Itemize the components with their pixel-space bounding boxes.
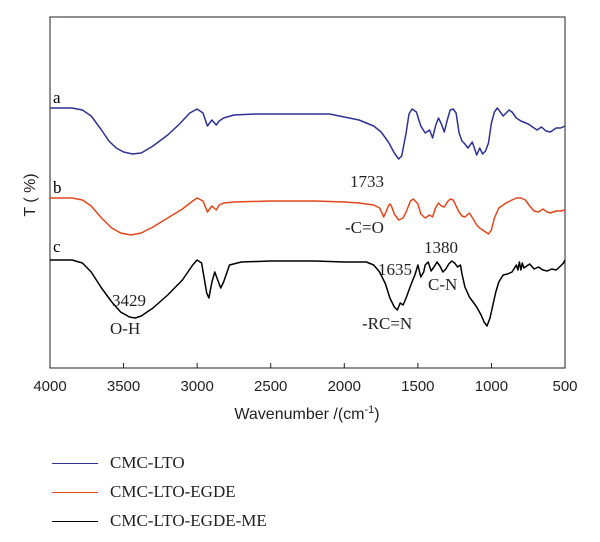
legend-item-cmc-lto: CMC-LTO: [52, 450, 267, 476]
annotation-1380: 1380: [424, 238, 458, 257]
x-tick-label-500: 500: [552, 378, 577, 395]
x-axis-title: Wavenumber /(cm-1): [234, 404, 379, 423]
annotation-c-o: -C=O: [345, 218, 384, 237]
legend-swatch-cmc-lto-egde-me: [52, 520, 98, 522]
annotation-3429: 3429: [112, 291, 146, 310]
curve-label-c: c: [53, 237, 61, 256]
legend: CMC-LTO CMC-LTO-EGDE CMC-LTO-EGDE-ME: [52, 450, 267, 537]
annotation-o-h: O-H: [110, 319, 140, 338]
curve-label-b: b: [53, 178, 62, 197]
x-tick-label-3500: 3500: [107, 378, 140, 395]
x-axis-title-close: ): [374, 406, 379, 423]
x-tick-label-1000: 1000: [475, 378, 508, 395]
series-line-cmc-lto-egde-me: [50, 259, 566, 327]
x-tick-label-1500: 1500: [401, 378, 434, 395]
series-layer: [50, 107, 566, 327]
x-tick-label-4000: 4000: [33, 378, 66, 395]
legend-swatch-cmc-lto-egde: [52, 491, 98, 493]
y-axis-title: T ( %): [22, 173, 39, 216]
x-tick-label-2500: 2500: [254, 378, 287, 395]
legend-item-cmc-lto-egde: CMC-LTO-EGDE: [52, 479, 267, 505]
curve-label-a: a: [53, 88, 61, 107]
x-axis-ticks: 4000 3500 3000 2500 2000 1500 1000 500: [33, 363, 578, 395]
x-axis-title-superscript: -1: [365, 404, 375, 416]
legend-swatch-cmc-lto: [52, 462, 98, 464]
annotation-rc-n: -RC=N: [362, 314, 412, 333]
legend-label-cmc-lto: CMC-LTO: [110, 453, 185, 472]
annotation-c-n: C-N: [428, 275, 457, 294]
x-axis-title-main: Wavenumber /(cm: [234, 406, 364, 423]
plot-frame: [49, 16, 566, 369]
x-tick-label-2000: 2000: [328, 378, 361, 395]
series-line-cmc-lto: [50, 107, 566, 160]
legend-label-cmc-lto-egde: CMC-LTO-EGDE: [110, 482, 236, 501]
series-line-cmc-lto-egde: [50, 197, 566, 236]
annotation-1635: 1635: [378, 260, 412, 279]
legend-label-cmc-lto-egde-me: CMC-LTO-EGDE-ME: [110, 511, 267, 530]
legend-item-cmc-lto-egde-me: CMC-LTO-EGDE-ME: [52, 508, 267, 534]
annotation-1733: 1733: [350, 172, 384, 191]
x-tick-label-3000: 3000: [180, 378, 213, 395]
